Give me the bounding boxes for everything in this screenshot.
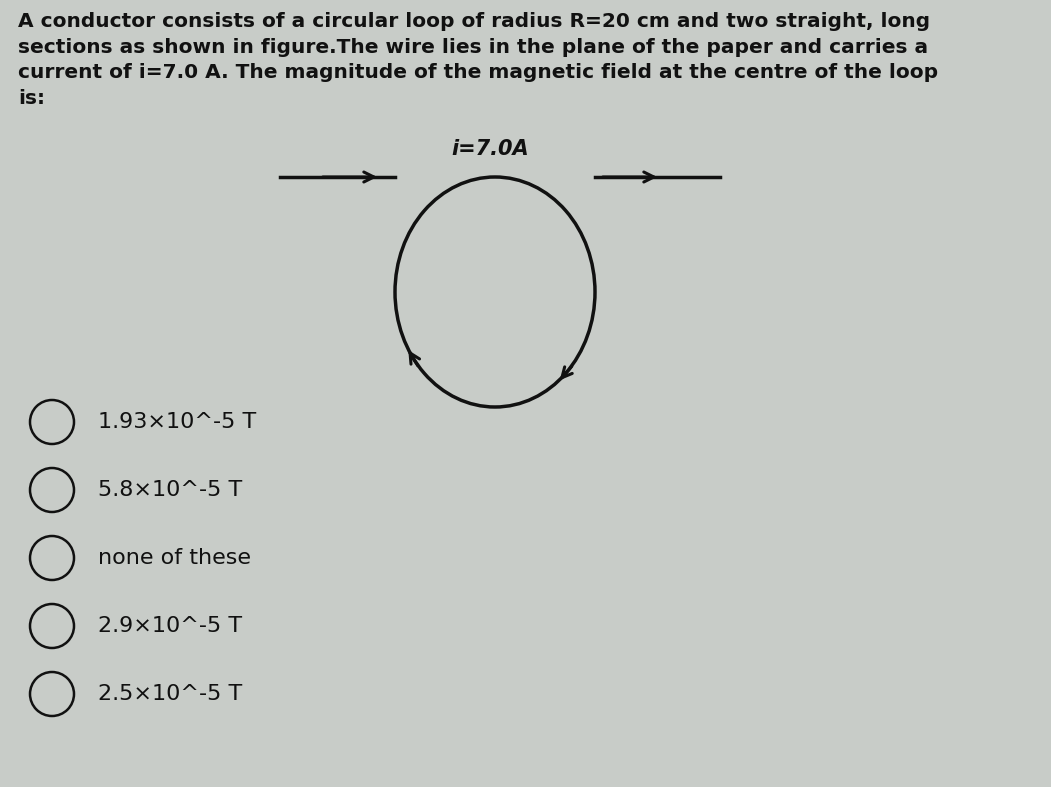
Text: none of these: none of these	[98, 548, 251, 568]
Text: A conductor consists of a circular loop of radius R=20 cm and two straight, long: A conductor consists of a circular loop …	[18, 12, 939, 109]
Text: 1.93×10^-5 T: 1.93×10^-5 T	[98, 412, 256, 432]
Text: i=7.0A: i=7.0A	[451, 139, 529, 159]
Text: 2.9×10^-5 T: 2.9×10^-5 T	[98, 616, 242, 636]
Text: 2.5×10^-5 T: 2.5×10^-5 T	[98, 684, 242, 704]
Text: 5.8×10^-5 T: 5.8×10^-5 T	[98, 480, 242, 500]
